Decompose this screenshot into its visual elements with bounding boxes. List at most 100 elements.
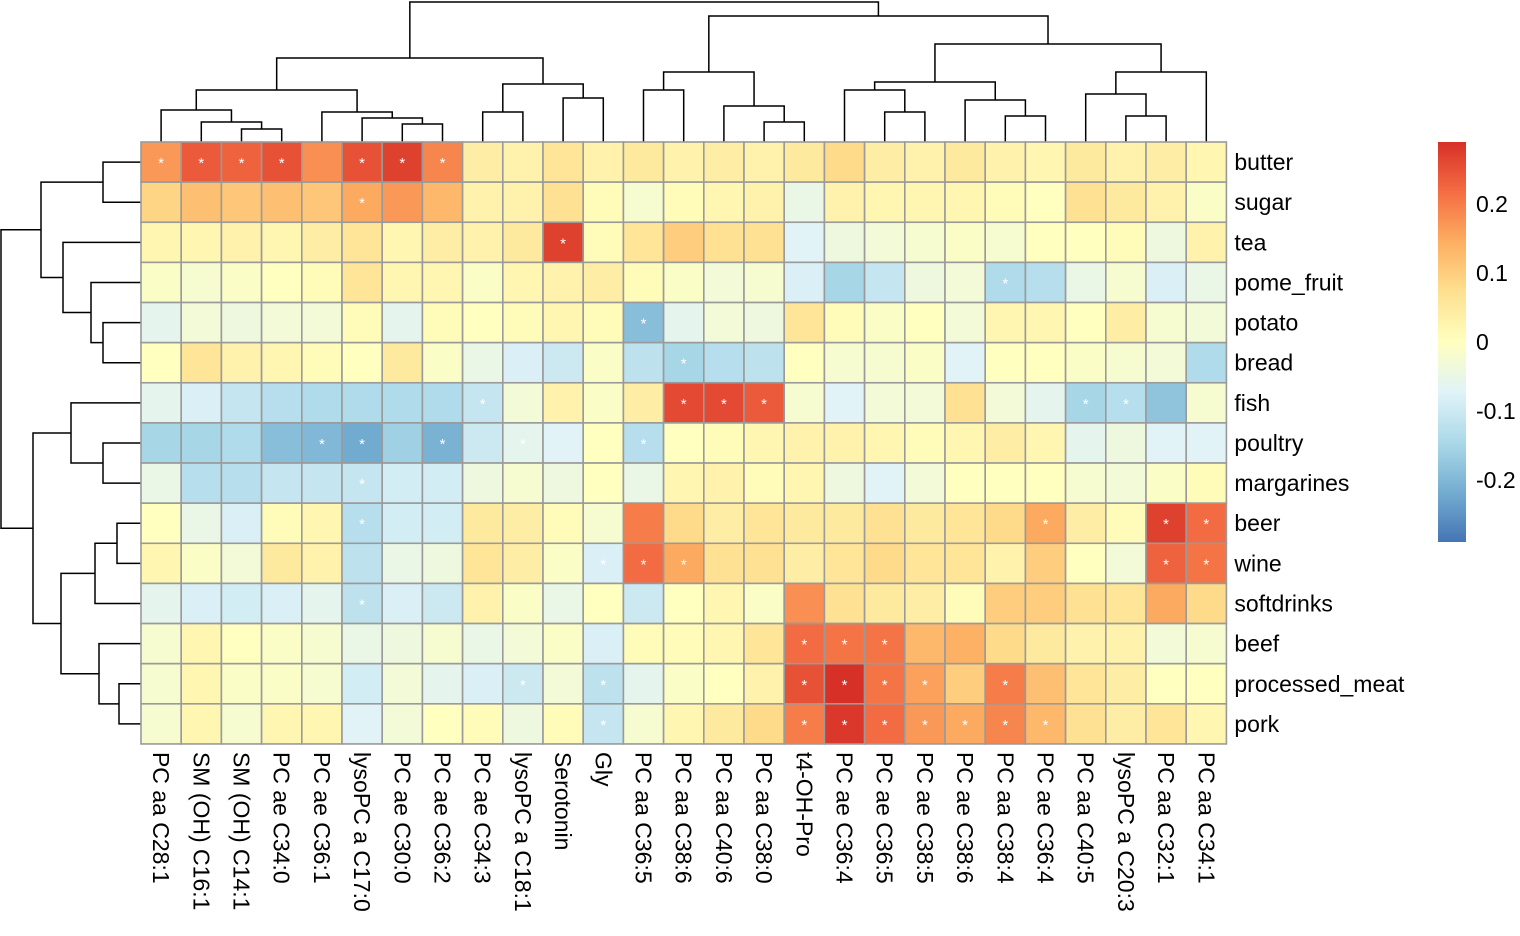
heatmap-cell <box>461 221 504 264</box>
heatmap-cell <box>984 141 1027 183</box>
significance-marker: * <box>158 155 164 172</box>
significance-marker: * <box>359 476 365 493</box>
heatmap-cell <box>903 301 946 344</box>
heatmap-cell <box>1145 141 1188 183</box>
heatmap-cell <box>783 261 826 304</box>
heatmap-cell <box>1145 662 1188 705</box>
heatmap-cell <box>1105 502 1147 545</box>
heatmap-cell <box>421 703 464 745</box>
heatmap-cell <box>903 341 946 384</box>
dendrogram-branch <box>62 241 141 314</box>
row-label: beef <box>1234 631 1279 657</box>
heatmap-cell <box>180 181 223 224</box>
heatmap-cell <box>180 703 223 745</box>
heatmap-cell <box>743 261 786 304</box>
heatmap-cell <box>863 542 906 585</box>
significance-marker: * <box>641 436 647 453</box>
heatmap-cell <box>944 301 987 344</box>
heatmap-cell <box>1024 582 1067 625</box>
heatmap-cell <box>582 422 625 464</box>
significance-marker: * <box>359 195 365 212</box>
heatmap-cell <box>140 462 183 504</box>
row-label: sugar <box>1234 189 1292 215</box>
heatmap-cell <box>622 462 665 504</box>
row-label: margarines <box>1234 470 1349 496</box>
dendrogram-branch <box>60 572 99 675</box>
heatmap-cell <box>381 422 424 464</box>
significance-marker: * <box>440 436 446 453</box>
heatmap-cell <box>622 141 665 183</box>
row-label: tea <box>1234 229 1266 255</box>
heatmap-cell <box>1185 422 1228 464</box>
heatmap-cell <box>662 301 705 344</box>
heatmap-cell <box>461 181 504 224</box>
heatmap-cell <box>662 502 705 545</box>
heatmap-cell <box>863 341 906 384</box>
significance-marker: * <box>1123 396 1129 413</box>
heatmap-cell <box>783 381 826 424</box>
heatmap-cell <box>662 422 705 464</box>
heatmap-cell <box>1105 341 1147 384</box>
heatmap-cell <box>381 622 424 665</box>
heatmap-cell <box>1024 422 1067 464</box>
significance-marker: * <box>962 717 968 734</box>
heatmap-cell <box>984 341 1027 384</box>
dendrogram-branch <box>321 111 393 142</box>
dendrogram-branch <box>883 111 926 142</box>
heatmap-cell <box>823 181 866 224</box>
heatmap-cell <box>662 181 705 224</box>
row-label: softdrinks <box>1234 590 1332 616</box>
heatmap-cell <box>1064 703 1107 745</box>
heatmap-cells: * * * * * * * * * * * * * * * * * * * * * * * * * * * * * * * * * * * * * * * *… <box>140 141 1228 745</box>
heatmap-cell <box>582 462 625 504</box>
row-label: wine <box>1233 550 1281 576</box>
heatmap-cell <box>622 381 665 424</box>
heatmap-cell <box>180 542 223 585</box>
heatmap-cell <box>1185 301 1228 344</box>
heatmap-cell <box>944 141 987 183</box>
heatmap-cell <box>702 221 745 264</box>
heatmap-cell <box>582 181 625 224</box>
heatmap-cell <box>381 261 424 304</box>
heatmap-cell <box>702 341 745 384</box>
heatmap-cell <box>260 582 303 625</box>
column-label: PC aa C38:4 <box>992 752 1018 884</box>
heatmap-cell <box>903 582 946 625</box>
heatmap-cell <box>140 662 183 705</box>
heatmap-cell <box>622 662 665 705</box>
heatmap-cell <box>542 181 585 224</box>
heatmap-cell <box>944 662 987 705</box>
heatmap-cell <box>421 261 464 304</box>
heatmap-cell <box>501 221 544 264</box>
dendrogram-branch <box>98 642 141 705</box>
significance-marker: * <box>842 637 848 654</box>
heatmap-cell <box>783 181 826 224</box>
heatmap-cell <box>984 221 1027 264</box>
heatmap-cell <box>582 141 625 183</box>
heatmap-cell <box>1145 261 1188 304</box>
heatmap-cell <box>743 703 786 745</box>
heatmap-cell <box>381 141 424 183</box>
heatmap-cell <box>1145 181 1188 224</box>
heatmap-cell <box>1024 341 1067 384</box>
heatmap-cell <box>1024 301 1067 344</box>
heatmap-cell <box>1064 422 1107 464</box>
heatmap-cell <box>461 462 504 504</box>
heatmap-cell <box>140 422 183 464</box>
column-label: lysoPC a C17:0 <box>349 752 375 912</box>
significance-marker: * <box>1043 717 1049 734</box>
heatmap-cell <box>702 422 745 464</box>
dendrogram-branch <box>361 117 424 142</box>
heatmap-cell <box>622 582 665 625</box>
dendrogram-branch <box>642 89 685 142</box>
significance-marker: * <box>359 155 365 172</box>
heatmap-cell <box>220 261 263 304</box>
heatmap-cell <box>783 141 826 183</box>
dendrogram-branch <box>763 121 806 142</box>
heatmap-cell <box>461 542 504 585</box>
dendrogram-branch <box>934 43 1162 82</box>
dendrogram-branch <box>1125 115 1167 142</box>
heatmap-cell <box>823 141 866 183</box>
significance-marker: * <box>279 155 285 172</box>
significance-marker: * <box>761 396 767 413</box>
